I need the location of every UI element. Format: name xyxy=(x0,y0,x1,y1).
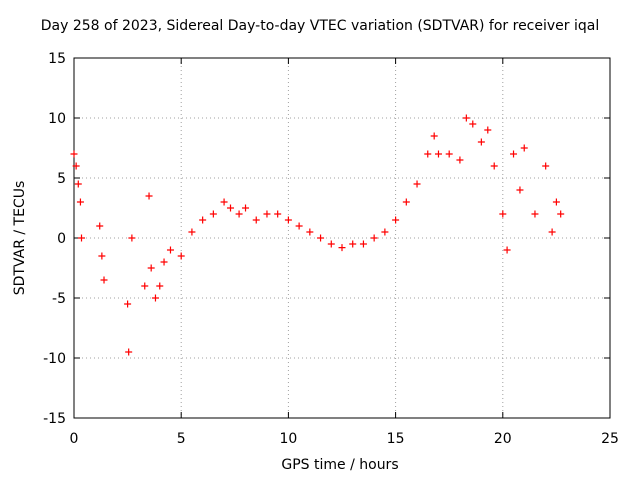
data-point xyxy=(263,210,271,218)
data-point xyxy=(128,234,136,242)
data-point xyxy=(349,240,357,248)
data-point xyxy=(462,114,470,122)
x-tick-label: 25 xyxy=(601,431,619,447)
data-point xyxy=(284,216,292,224)
data-point xyxy=(413,180,421,188)
data-point xyxy=(209,210,217,218)
data-point xyxy=(96,222,104,230)
chart-title: Day 258 of 2023, Sidereal Day-to-day VTE… xyxy=(40,18,600,34)
data-point xyxy=(557,210,565,218)
axis-ticks: -15 -10 -5 0 5 10 15 0 5 10 15 20 25 xyxy=(43,51,619,447)
y-tick-label: 10 xyxy=(48,111,66,127)
data-point xyxy=(147,264,155,272)
data-point xyxy=(402,198,410,206)
x-tick-label: 0 xyxy=(70,431,79,447)
y-tick-label: -5 xyxy=(52,291,66,307)
y-tick-label: 5 xyxy=(57,171,66,187)
data-point xyxy=(469,120,477,128)
data-point xyxy=(434,150,442,158)
data-point xyxy=(220,198,228,206)
data-point xyxy=(327,240,335,248)
data-point xyxy=(490,162,498,170)
data-point xyxy=(160,258,168,266)
data-point xyxy=(484,126,492,134)
data-point xyxy=(98,252,106,260)
data-point xyxy=(252,216,260,224)
data-point xyxy=(548,228,556,236)
data-point xyxy=(516,186,524,194)
data-point xyxy=(552,198,560,206)
x-tick-label: 15 xyxy=(387,431,405,447)
x-tick-label: 20 xyxy=(494,431,512,447)
data-point xyxy=(151,294,159,302)
data-point xyxy=(199,216,207,224)
x-tick-label: 5 xyxy=(177,431,186,447)
data-point xyxy=(156,282,164,290)
data-point xyxy=(499,210,507,218)
data-point xyxy=(424,150,432,158)
x-axis-label: GPS time / hours xyxy=(281,457,399,473)
y-axis-label: SDTVAR / TECUs xyxy=(12,180,28,296)
data-point xyxy=(456,156,464,164)
data-point xyxy=(125,348,133,356)
data-point xyxy=(274,210,282,218)
y-tick-label: 15 xyxy=(48,51,66,67)
data-point xyxy=(188,228,196,236)
data-point xyxy=(520,144,528,152)
data-point xyxy=(242,204,250,212)
data-point xyxy=(74,180,82,188)
data-point xyxy=(78,234,86,242)
data-point xyxy=(370,234,378,242)
y-tick-label: 0 xyxy=(57,231,66,247)
data-point xyxy=(531,210,539,218)
data-points xyxy=(70,114,565,356)
data-point xyxy=(295,222,303,230)
y-tick-label: -15 xyxy=(43,411,66,427)
data-point xyxy=(445,150,453,158)
data-point xyxy=(306,228,314,236)
data-point xyxy=(542,162,550,170)
data-point xyxy=(477,138,485,146)
x-tick-label: 10 xyxy=(279,431,297,447)
data-point xyxy=(338,244,346,252)
data-point xyxy=(72,162,80,170)
data-point xyxy=(141,282,149,290)
data-point xyxy=(70,150,78,158)
data-point xyxy=(177,252,185,260)
grid-lines xyxy=(74,58,610,418)
data-point xyxy=(145,192,153,200)
data-point xyxy=(100,276,108,284)
data-point xyxy=(235,210,243,218)
data-point xyxy=(392,216,400,224)
data-point xyxy=(124,300,132,308)
data-point xyxy=(430,132,438,140)
data-point xyxy=(359,240,367,248)
data-point xyxy=(510,150,518,158)
data-point xyxy=(503,246,511,254)
data-point xyxy=(381,228,389,236)
y-tick-label: -10 xyxy=(43,351,66,367)
data-point xyxy=(76,198,84,206)
data-point xyxy=(227,204,235,212)
data-point xyxy=(166,246,174,254)
data-point xyxy=(317,234,325,242)
